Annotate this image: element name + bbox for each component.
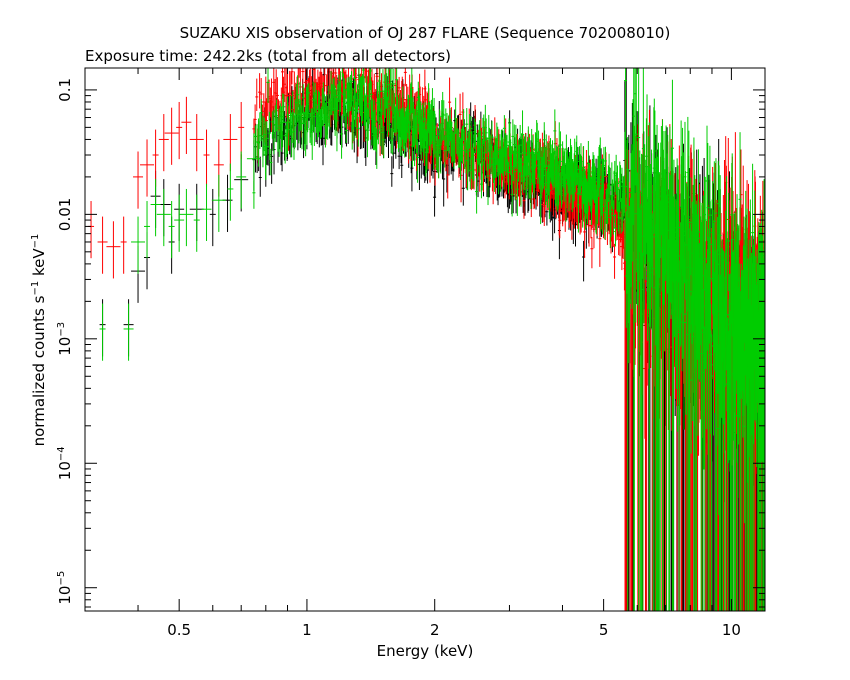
x-tick-label: 5 (599, 621, 609, 639)
chart-subtitle: Exposure time: 242.2ks (total from all d… (85, 47, 451, 65)
x-tick-label: 1 (302, 621, 312, 639)
series-layer (88, 68, 765, 611)
x-tick-label: 2 (430, 621, 440, 639)
chart-title: SUZAKU XIS observation of OJ 287 FLARE (… (180, 24, 671, 42)
x-tick-label: 10 (722, 621, 741, 639)
plot-frame (84, 67, 766, 612)
series-3 (99, 68, 765, 611)
x-tick-label: 0.5 (167, 621, 191, 639)
